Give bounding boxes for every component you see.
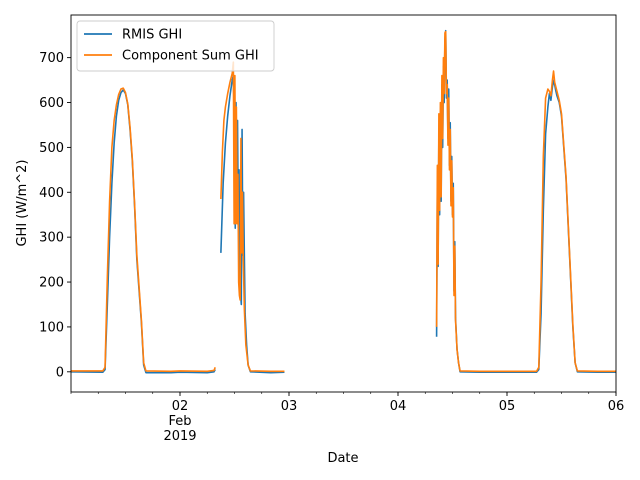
x-tick-label: 02 <box>172 399 189 414</box>
x-tick-label: Feb <box>168 414 191 429</box>
plot-area <box>71 15 616 392</box>
y-axis: 0 100 200 300 400 500 600 700 <box>39 51 71 380</box>
y-tick-label: 500 <box>39 141 64 156</box>
y-tick-label: 0 <box>56 365 64 380</box>
y-tick-label: 100 <box>39 320 64 335</box>
legend-label-component-sum-ghi: Component Sum GHI <box>122 49 259 64</box>
y-tick-label: 600 <box>39 96 64 111</box>
x-axis-label: Date <box>327 451 358 466</box>
y-tick-label: 400 <box>39 186 64 201</box>
legend: RMIS GHI Component Sum GHI <box>76 20 275 72</box>
x-tick-label: 2019 <box>163 429 196 444</box>
x-tick-label: 06 <box>608 399 625 414</box>
legend-box <box>76 20 275 72</box>
x-tick-label: 03 <box>281 399 298 414</box>
series-line-component-sum-ghi-0 <box>71 87 216 373</box>
x-tick-label: 05 <box>499 399 516 414</box>
series-line-component-sum-ghi-2 <box>435 30 616 373</box>
y-tick-label: 700 <box>39 51 64 66</box>
series-line-component-sum-ghi-1 <box>220 61 285 373</box>
y-tick-label: 300 <box>39 231 64 246</box>
y-axis-label: GHI (W/m^2) <box>15 159 30 246</box>
series-layer <box>71 29 616 374</box>
y-tick-label: 200 <box>39 276 64 291</box>
legend-label-rmis-ghi: RMIS GHI <box>122 28 182 43</box>
x-tick-label: 04 <box>390 399 407 414</box>
